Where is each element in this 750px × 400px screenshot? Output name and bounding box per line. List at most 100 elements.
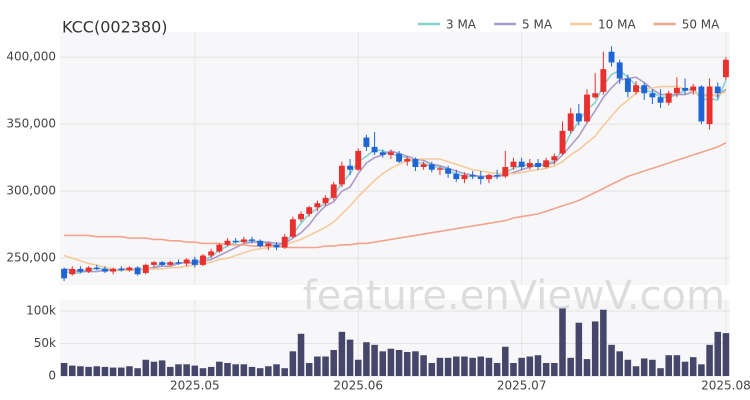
candle-body	[338, 165, 345, 185]
candle-body	[232, 240, 239, 243]
candle-body	[486, 175, 492, 180]
candle-body	[518, 161, 525, 168]
volume-bar	[542, 363, 550, 376]
candle-body	[445, 168, 452, 174]
volume-bar	[698, 364, 705, 376]
volume-bar	[649, 359, 656, 376]
candle-body	[224, 240, 231, 245]
candle-body	[641, 85, 648, 94]
candle-body	[322, 197, 329, 204]
candle-body	[61, 268, 68, 279]
volume-bar	[493, 363, 501, 376]
volume-bar	[109, 367, 117, 376]
x-tick-label: 2025.05	[170, 379, 220, 393]
volume-bar	[714, 331, 722, 376]
volume-bar	[722, 333, 730, 376]
volume-bar	[371, 344, 378, 376]
volume-bar	[444, 357, 452, 376]
candle-body	[682, 87, 689, 91]
candle-body	[371, 146, 378, 153]
legend-label: 10 MA	[598, 18, 636, 32]
candle-body	[281, 236, 288, 248]
ma-line	[64, 142, 727, 249]
volume-bar	[363, 342, 370, 376]
candle-body	[167, 262, 174, 265]
volume-bar	[354, 359, 362, 376]
candle-body	[347, 165, 354, 170]
candle-body	[722, 59, 729, 78]
candle-body	[110, 268, 117, 272]
volume-bar	[436, 357, 444, 376]
candle-body	[306, 207, 313, 214]
candle-body	[151, 262, 157, 265]
volume-bar	[706, 344, 713, 376]
volume-bar	[232, 364, 239, 376]
volume-bar	[346, 339, 354, 376]
volume-bar	[330, 350, 337, 376]
volume-bar	[338, 331, 346, 376]
volume-bar	[526, 356, 534, 376]
candle-body	[420, 164, 427, 168]
candle-body	[543, 160, 550, 168]
candle-body	[575, 113, 582, 122]
y-tick-label: 100k	[26, 304, 56, 318]
candle-body	[314, 203, 321, 208]
y-tick-label: 350,000	[6, 117, 56, 131]
volume-bar	[640, 358, 648, 376]
volume-bar	[469, 357, 476, 376]
watermark: feature.enViewV.com	[303, 273, 725, 319]
candle-body	[600, 69, 607, 92]
candle-body	[461, 175, 468, 180]
candle-body	[77, 268, 84, 272]
volume-bar	[118, 367, 125, 376]
candle-body	[200, 255, 206, 265]
candle-body	[698, 86, 705, 122]
volume-bar	[616, 351, 623, 376]
volume-bar	[93, 366, 101, 376]
candle-body	[69, 268, 76, 275]
volume-bar	[68, 365, 76, 376]
volume-bar	[305, 363, 313, 376]
candle-body	[673, 87, 680, 94]
volume-bar	[551, 363, 558, 376]
volume-bar	[85, 366, 92, 376]
candle-body	[592, 93, 599, 98]
volume-bar	[387, 348, 395, 376]
volume-bar	[289, 351, 297, 376]
candle-body	[216, 244, 223, 252]
candle-body	[665, 93, 672, 103]
volume-bar	[134, 368, 141, 376]
candle-body	[706, 86, 713, 125]
candle-body	[396, 153, 403, 162]
volume-bar	[510, 363, 517, 376]
volume-bar	[575, 322, 583, 376]
x-tick-label: 2025.06	[333, 379, 383, 393]
volume-bar	[207, 366, 215, 376]
candle-body	[142, 264, 149, 273]
candle-body	[249, 239, 255, 241]
volume-bar	[314, 356, 321, 376]
ma-line	[63, 85, 727, 272]
volume-bar	[248, 366, 256, 376]
candle-body	[608, 51, 615, 63]
candle-body	[453, 173, 460, 180]
candle-body	[559, 130, 566, 154]
volume-bar	[567, 357, 574, 376]
volume-bar	[583, 359, 591, 376]
volume-bar	[534, 355, 542, 376]
candle-body	[240, 239, 247, 243]
volume-bar	[224, 363, 231, 376]
candle-body	[273, 244, 280, 248]
candle-body	[134, 267, 141, 275]
candle-body	[298, 213, 304, 220]
candle-body	[494, 175, 501, 177]
y-tick-label: 400,000	[6, 50, 56, 64]
candle-body	[584, 94, 590, 122]
legend-label: 3 MA	[446, 18, 477, 32]
volume-bar	[657, 368, 664, 376]
y-tick-label: 50k	[34, 336, 56, 350]
candle-body	[477, 176, 484, 180]
volume-bar	[322, 356, 329, 376]
title: KCC(002380)	[62, 18, 168, 37]
volume-bar	[256, 368, 264, 376]
